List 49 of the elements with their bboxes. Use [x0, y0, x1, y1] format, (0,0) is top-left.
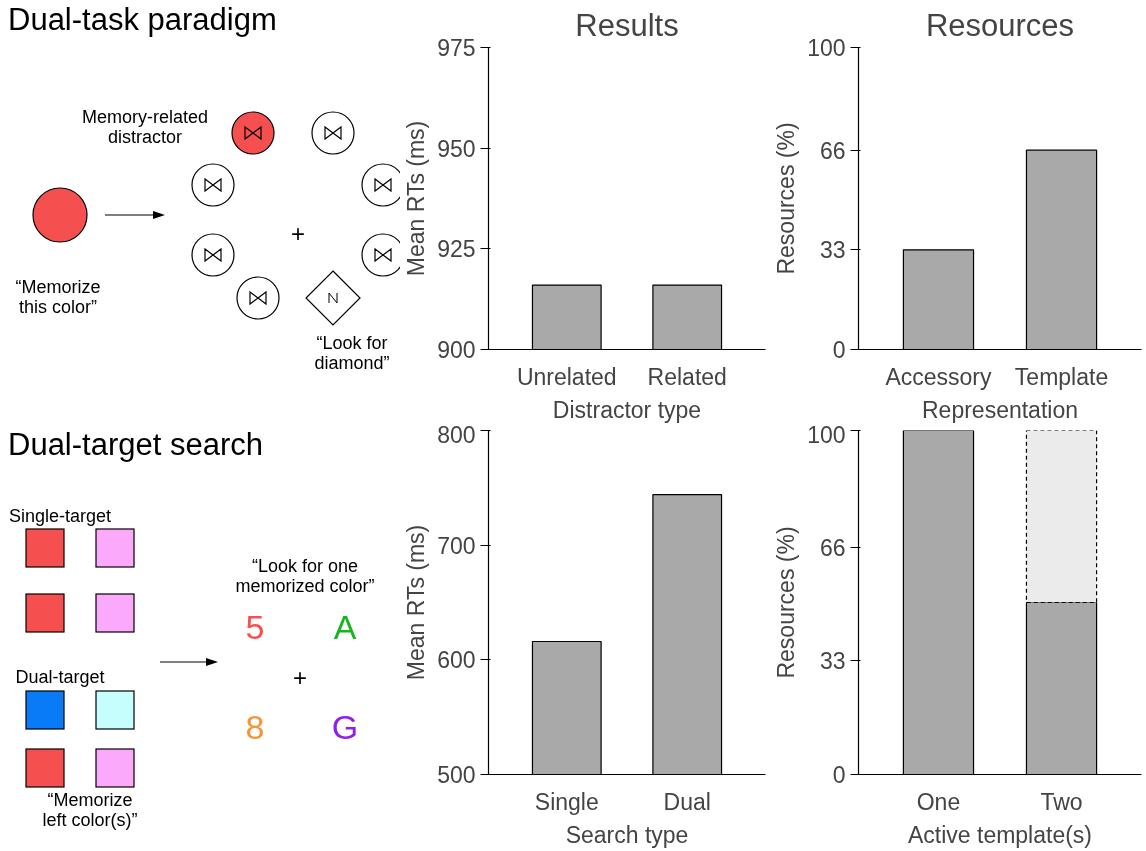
- x-axis-title: Distractor type: [552, 396, 702, 423]
- y-tick-label: 900: [437, 337, 476, 363]
- y-tick-label: 0: [832, 762, 846, 788]
- x-axis-title: Active template(s): [907, 821, 1093, 848]
- y-tick-label: 500: [437, 762, 476, 788]
- text: “Memorize this color”: [15, 276, 101, 318]
- y-axis-title: Resources (%): [773, 122, 800, 275]
- text: Single-target: [8, 506, 112, 526]
- y-tick-label: 33: [819, 237, 846, 264]
- y-axis-title: Mean RTs (ms): [403, 120, 430, 277]
- y-tick-label: 700: [437, 532, 476, 559]
- text: Dual-target: [15, 667, 105, 687]
- x-tick-label: Related: [647, 363, 727, 390]
- y-axis-title: Mean RTs (ms): [403, 524, 430, 681]
- x-axis-title: Search type: [565, 821, 689, 848]
- y-tick-label: 800: [437, 421, 476, 448]
- y-tick-label: 925: [437, 236, 476, 263]
- text: Memory-related distractor: [81, 106, 209, 148]
- x-tick-label: Dual: [663, 788, 711, 815]
- y-tick-label: 0: [832, 337, 846, 363]
- text: A: [333, 608, 357, 646]
- text: G: [331, 708, 359, 746]
- y-tick-label: 100: [807, 35, 846, 61]
- x-tick-label: Template: [1014, 363, 1109, 390]
- chart-title: Resources: [925, 7, 1075, 43]
- text: 8: [245, 708, 265, 746]
- x-axis-title: Representation: [922, 396, 1078, 423]
- x-tick-label: One: [916, 788, 961, 815]
- y-tick-label: 66: [819, 534, 846, 561]
- y-tick-label: 975: [437, 35, 476, 61]
- y-axis-title: Resources (%): [773, 526, 800, 679]
- x-tick-label: Unrelated: [516, 363, 617, 390]
- chart-title: Results: [575, 7, 679, 43]
- text: Dual-task paradigm: [8, 2, 277, 37]
- text: +: [292, 663, 308, 691]
- x-tick-label: Single: [534, 788, 599, 815]
- y-tick-label: 950: [437, 135, 476, 162]
- y-tick-label: 66: [819, 137, 846, 164]
- y-tick-label: 100: [807, 421, 846, 448]
- text: “Look for diamond”: [314, 332, 390, 374]
- y-tick-label: 600: [437, 647, 476, 674]
- x-tick-label: Two: [1040, 788, 1083, 815]
- text: Dual-target search: [8, 427, 264, 462]
- text: +: [290, 219, 306, 247]
- text: 5: [245, 608, 265, 646]
- text: “Look for one memorized color”: [235, 555, 375, 597]
- x-tick-label: Accessory: [885, 363, 993, 390]
- y-tick-label: 33: [819, 648, 846, 675]
- text: “Memorize left color(s)”: [42, 789, 138, 831]
